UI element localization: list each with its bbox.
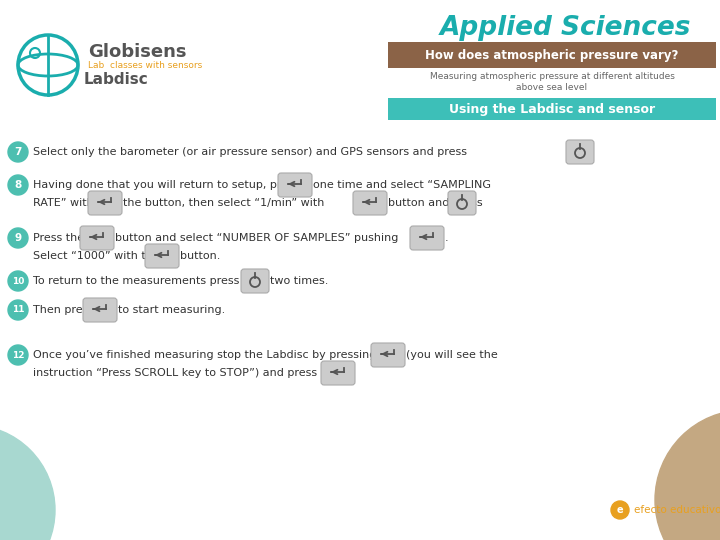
FancyBboxPatch shape [410,226,444,250]
Text: the button, then select “1/min” with: the button, then select “1/min” with [123,198,325,208]
Text: button.: button. [180,251,220,261]
Text: two times.: two times. [270,276,328,286]
Text: instruction “Press SCROLL key to STOP”) and press: instruction “Press SCROLL key to STOP”) … [33,368,317,378]
FancyBboxPatch shape [353,191,387,215]
Text: Select only the barometer (or air pressure sensor) and GPS sensors and press: Select only the barometer (or air pressu… [33,147,467,157]
Text: Then press: Then press [33,305,94,315]
FancyBboxPatch shape [80,226,114,250]
Text: Labdisc: Labdisc [84,72,149,87]
FancyBboxPatch shape [321,361,355,385]
FancyBboxPatch shape [145,244,179,268]
Text: 11: 11 [12,306,24,314]
Text: Using the Labdisc and sensor: Using the Labdisc and sensor [449,103,655,116]
Circle shape [0,425,55,540]
Text: button and press: button and press [388,198,482,208]
Circle shape [8,300,28,320]
Text: 7: 7 [14,147,22,157]
Text: efecto educativo: efecto educativo [634,505,720,515]
FancyBboxPatch shape [566,140,594,164]
Circle shape [8,175,28,195]
Text: Lab  classes with sensors: Lab classes with sensors [88,60,202,70]
Text: RATE” with: RATE” with [33,198,94,208]
FancyBboxPatch shape [448,191,476,215]
FancyBboxPatch shape [371,343,405,367]
Circle shape [611,501,629,519]
Text: Press the: Press the [33,233,84,243]
Text: one time and select “SAMPLING: one time and select “SAMPLING [313,180,491,190]
FancyBboxPatch shape [278,173,312,197]
FancyBboxPatch shape [88,191,122,215]
Text: Once you’ve finished measuring stop the Labdisc by pressing: Once you’ve finished measuring stop the … [33,350,377,360]
Text: 9: 9 [14,233,22,243]
Text: button and select “NUMBER OF SAMPLES” pushing: button and select “NUMBER OF SAMPLES” pu… [115,233,398,243]
FancyBboxPatch shape [83,298,117,322]
FancyBboxPatch shape [388,98,716,120]
Text: (you will see the: (you will see the [406,350,498,360]
Circle shape [8,142,28,162]
Text: How does atmospheric pressure vary?: How does atmospheric pressure vary? [426,49,679,62]
Text: To return to the measurements press: To return to the measurements press [33,276,239,286]
Text: 12: 12 [12,350,24,360]
Text: Measuring atmospheric pressure at different altitudes
above sea level: Measuring atmospheric pressure at differ… [430,72,675,92]
Circle shape [8,345,28,365]
Text: Having done that you will return to setup, press: Having done that you will return to setu… [33,180,300,190]
Text: Applied Sciences: Applied Sciences [439,15,690,41]
Circle shape [8,228,28,248]
Text: to start measuring.: to start measuring. [118,305,225,315]
FancyBboxPatch shape [241,269,269,293]
Text: Select “1000” with the: Select “1000” with the [33,251,160,261]
Text: .: . [445,233,449,243]
Text: e: e [617,505,624,515]
Text: Globisens: Globisens [88,43,186,61]
Circle shape [8,271,28,291]
Text: 10: 10 [12,276,24,286]
Circle shape [655,410,720,540]
Text: 8: 8 [14,180,22,190]
FancyBboxPatch shape [388,42,716,68]
